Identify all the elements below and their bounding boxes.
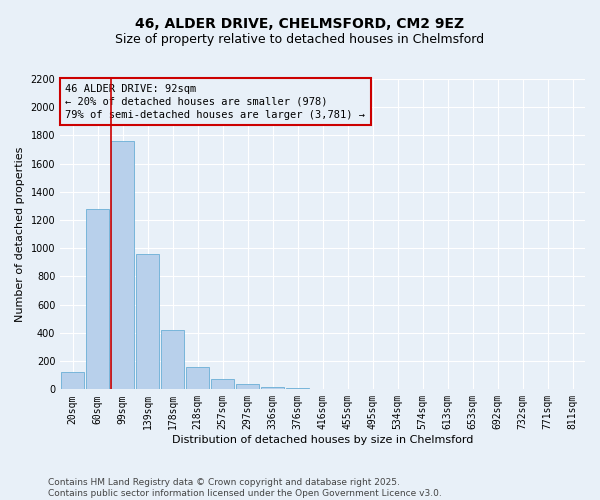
Text: 46, ALDER DRIVE, CHELMSFORD, CM2 9EZ: 46, ALDER DRIVE, CHELMSFORD, CM2 9EZ: [136, 18, 464, 32]
Y-axis label: Number of detached properties: Number of detached properties: [15, 146, 25, 322]
Bar: [236, 384, 259, 390]
Bar: [161, 330, 184, 390]
Bar: [61, 372, 84, 390]
Text: Contains HM Land Registry data © Crown copyright and database right 2025.
Contai: Contains HM Land Registry data © Crown c…: [48, 478, 442, 498]
Text: Size of property relative to detached houses in Chelmsford: Size of property relative to detached ho…: [115, 32, 485, 46]
Bar: [136, 254, 159, 390]
Bar: [86, 209, 109, 390]
Bar: [112, 141, 134, 390]
Text: 46 ALDER DRIVE: 92sqm
← 20% of detached houses are smaller (978)
79% of semi-det: 46 ALDER DRIVE: 92sqm ← 20% of detached …: [65, 84, 365, 120]
Bar: [211, 379, 234, 390]
Bar: [262, 386, 284, 390]
X-axis label: Distribution of detached houses by size in Chelmsford: Distribution of detached houses by size …: [172, 435, 473, 445]
Bar: [187, 368, 209, 390]
Bar: [286, 388, 309, 390]
